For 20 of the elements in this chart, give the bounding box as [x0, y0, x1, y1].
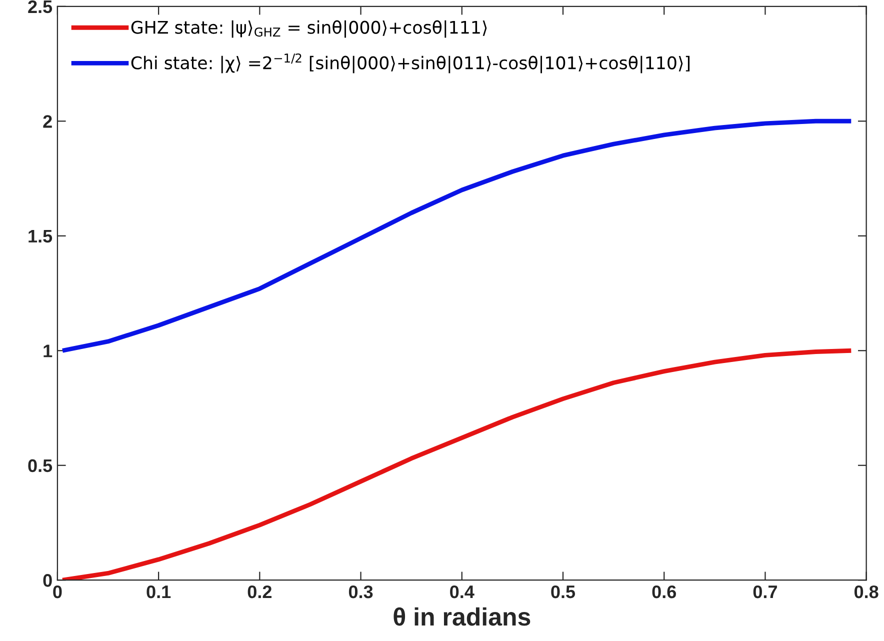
x-tick-label: 0.2 — [248, 585, 272, 598]
y-tick-label: 0 — [43, 574, 52, 587]
x-axis-title: θ in radians — [394, 607, 530, 626]
legend-label: Chi state: |χ⟩ =2$^{−1/2}$ [sinθ|000⟩+sinθ|011⟩-cosθ|101⟩+cosθ|110⟩] — [131, 53, 690, 74]
x-tick-label: 0.8 — [854, 585, 878, 598]
y-tick-label: 2 — [43, 115, 52, 128]
x-tick-label: 0.7 — [753, 585, 777, 598]
line-series — [60, 118, 854, 353]
x-tick-label: 0.1 — [146, 585, 171, 598]
line-series — [60, 348, 854, 580]
y-tick-label: 0.5 — [28, 459, 52, 472]
x-tick-label: 0.3 — [348, 585, 373, 598]
y-tick-label: 1 — [44, 344, 52, 358]
y-tick-label: 1.5 — [28, 230, 52, 243]
x-tick-label: 0.4 — [450, 585, 474, 598]
legend-label: GHZ state: |ψ⟩$_{GHZ}$ = sinθ|000⟩+cosθ|111⟩ — [131, 20, 487, 38]
y-tick-label: 2.5 — [28, 0, 52, 14]
x-tick-label: 0.6 — [652, 585, 676, 598]
x-tick-label: 0.5 — [551, 585, 576, 598]
x-tick-label: 0 — [53, 585, 62, 598]
